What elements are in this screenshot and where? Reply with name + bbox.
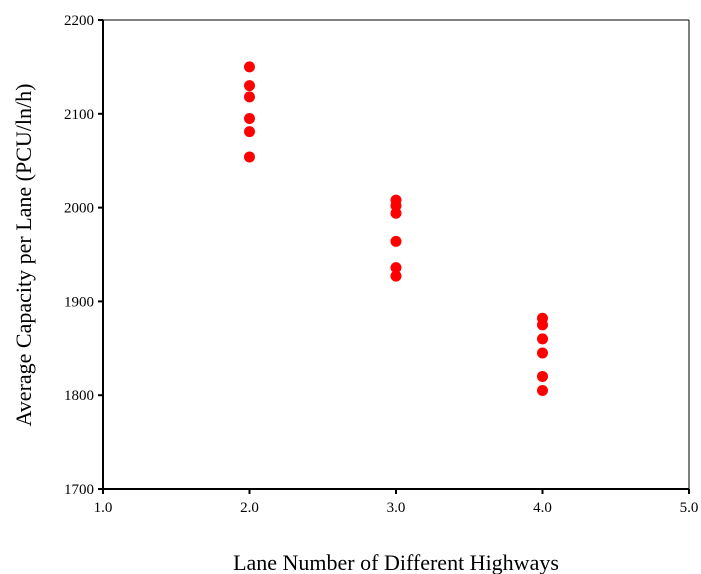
plot-frame (102, 19, 690, 490)
data-point (244, 126, 255, 138)
x-axis-ticks: 1.0 2.0 3.0 4.0 5.0 (94, 489, 699, 516)
data-point (244, 91, 255, 103)
x-tick-label: 2.0 (240, 500, 259, 516)
y-axis-ticks: 1700 1800 1900 2000 2100 2200 (64, 13, 103, 498)
data-point (537, 370, 548, 382)
x-tick-label: 4.0 (533, 500, 552, 516)
data-point (537, 347, 548, 359)
y-tick-label: 2100 (64, 107, 94, 123)
data-point (244, 112, 255, 124)
data-point (390, 270, 402, 282)
y-tick-label: 2000 (64, 201, 94, 217)
y-tick-label: 1700 (64, 482, 94, 498)
data-point (390, 235, 402, 247)
data-point (537, 385, 548, 397)
x-tick-label: 3.0 (387, 500, 406, 516)
data-point (390, 207, 402, 219)
x-tick-label: 5.0 (680, 500, 699, 516)
data-point (244, 80, 255, 92)
x-tick-label: 1.0 (94, 500, 113, 516)
data-points (244, 61, 548, 397)
data-point (537, 319, 548, 331)
data-point (537, 333, 548, 345)
y-axis-title: Average Capacity per Lane (PCU/ln/h) (11, 84, 36, 427)
x-axis-title: Lane Number of Different Highways (233, 550, 559, 574)
data-point (244, 61, 255, 73)
data-point (390, 262, 402, 274)
y-tick-label: 1800 (64, 388, 94, 404)
y-tick-label: 2200 (64, 13, 94, 29)
y-tick-label: 1900 (64, 294, 94, 310)
data-point (244, 151, 255, 163)
